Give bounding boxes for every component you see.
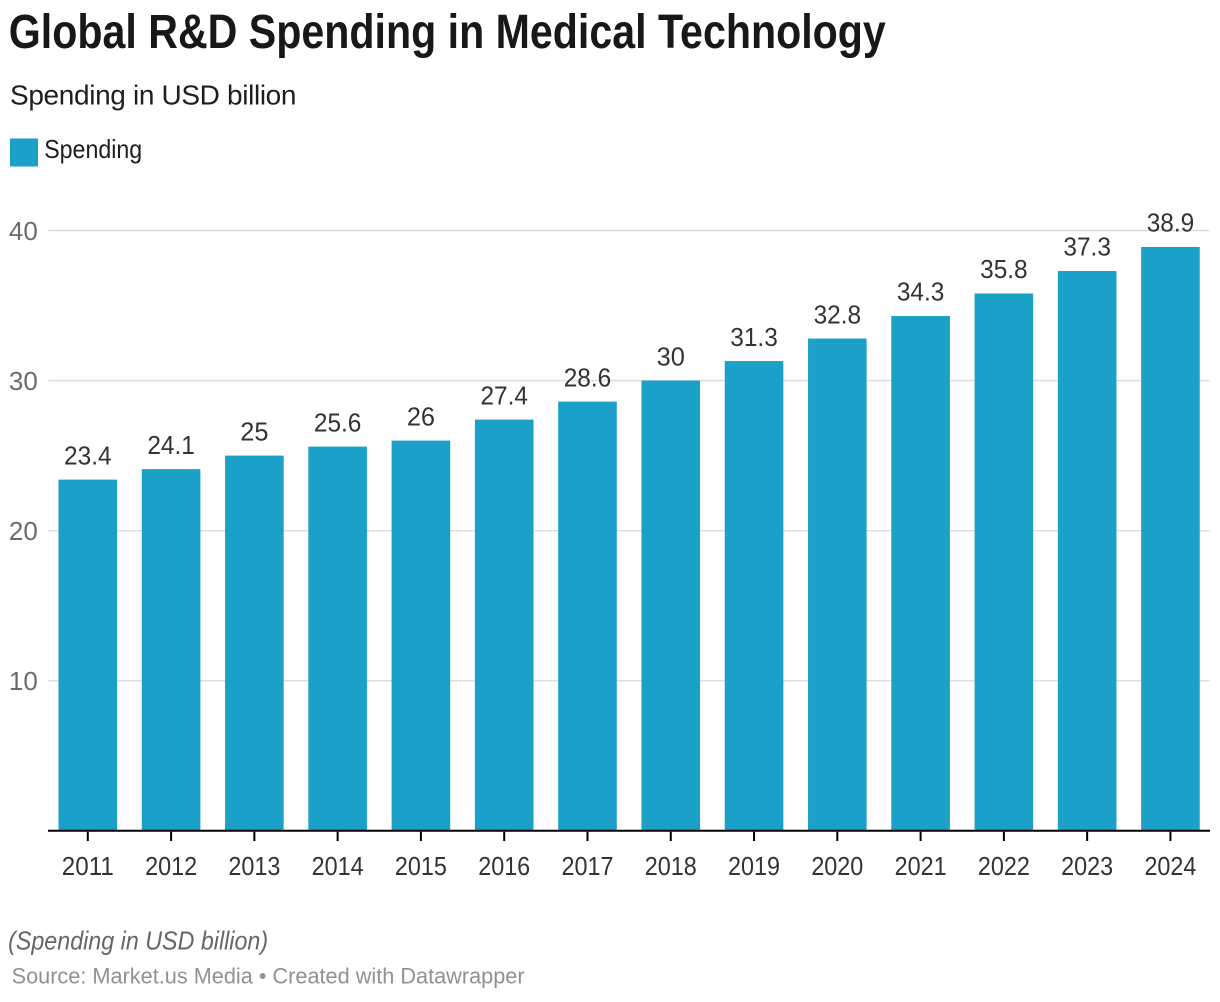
svg-text:Global R&D Spending in Medical: Global R&D Spending in Medical Technolog… [9,6,886,59]
svg-text:28.6: 28.6 [564,362,612,392]
svg-text:Spending in USD billion: Spending in USD billion [10,80,296,111]
svg-text:40: 40 [9,216,38,246]
svg-text:35.8: 35.8 [980,254,1028,284]
svg-text:2016: 2016 [478,851,530,881]
svg-text:2017: 2017 [561,851,613,881]
svg-text:Spending: Spending [44,134,142,164]
svg-text:2020: 2020 [811,851,863,881]
svg-text:27.4: 27.4 [480,380,528,410]
svg-text:31.3: 31.3 [730,322,778,352]
svg-text:(Spending in USD billion): (Spending in USD billion) [8,926,268,956]
svg-text:25.6: 25.6 [314,407,362,437]
svg-text:2011: 2011 [62,851,114,881]
svg-text:2023: 2023 [1061,851,1113,881]
svg-text:26: 26 [407,401,435,431]
svg-text:20: 20 [9,516,38,546]
svg-text:2019: 2019 [728,851,780,881]
svg-text:2021: 2021 [895,851,947,881]
svg-text:Source: Market.us Media • Crea: Source: Market.us Media • Created with D… [12,964,525,989]
svg-text:2018: 2018 [645,851,697,881]
svg-text:30: 30 [657,341,685,371]
svg-text:30: 30 [9,366,38,396]
svg-text:32.8: 32.8 [814,299,862,329]
svg-text:2024: 2024 [1144,851,1196,881]
svg-text:2012: 2012 [145,851,197,881]
svg-text:2022: 2022 [978,851,1030,881]
svg-text:2015: 2015 [395,851,447,881]
svg-text:23.4: 23.4 [64,440,112,470]
svg-text:37.3: 37.3 [1063,232,1111,262]
svg-text:34.3: 34.3 [897,277,945,307]
svg-text:10: 10 [9,666,38,696]
svg-text:2013: 2013 [228,851,280,881]
svg-text:24.1: 24.1 [147,430,195,460]
svg-text:2014: 2014 [312,851,364,881]
svg-text:38.9: 38.9 [1147,208,1195,238]
svg-text:25: 25 [240,416,268,446]
